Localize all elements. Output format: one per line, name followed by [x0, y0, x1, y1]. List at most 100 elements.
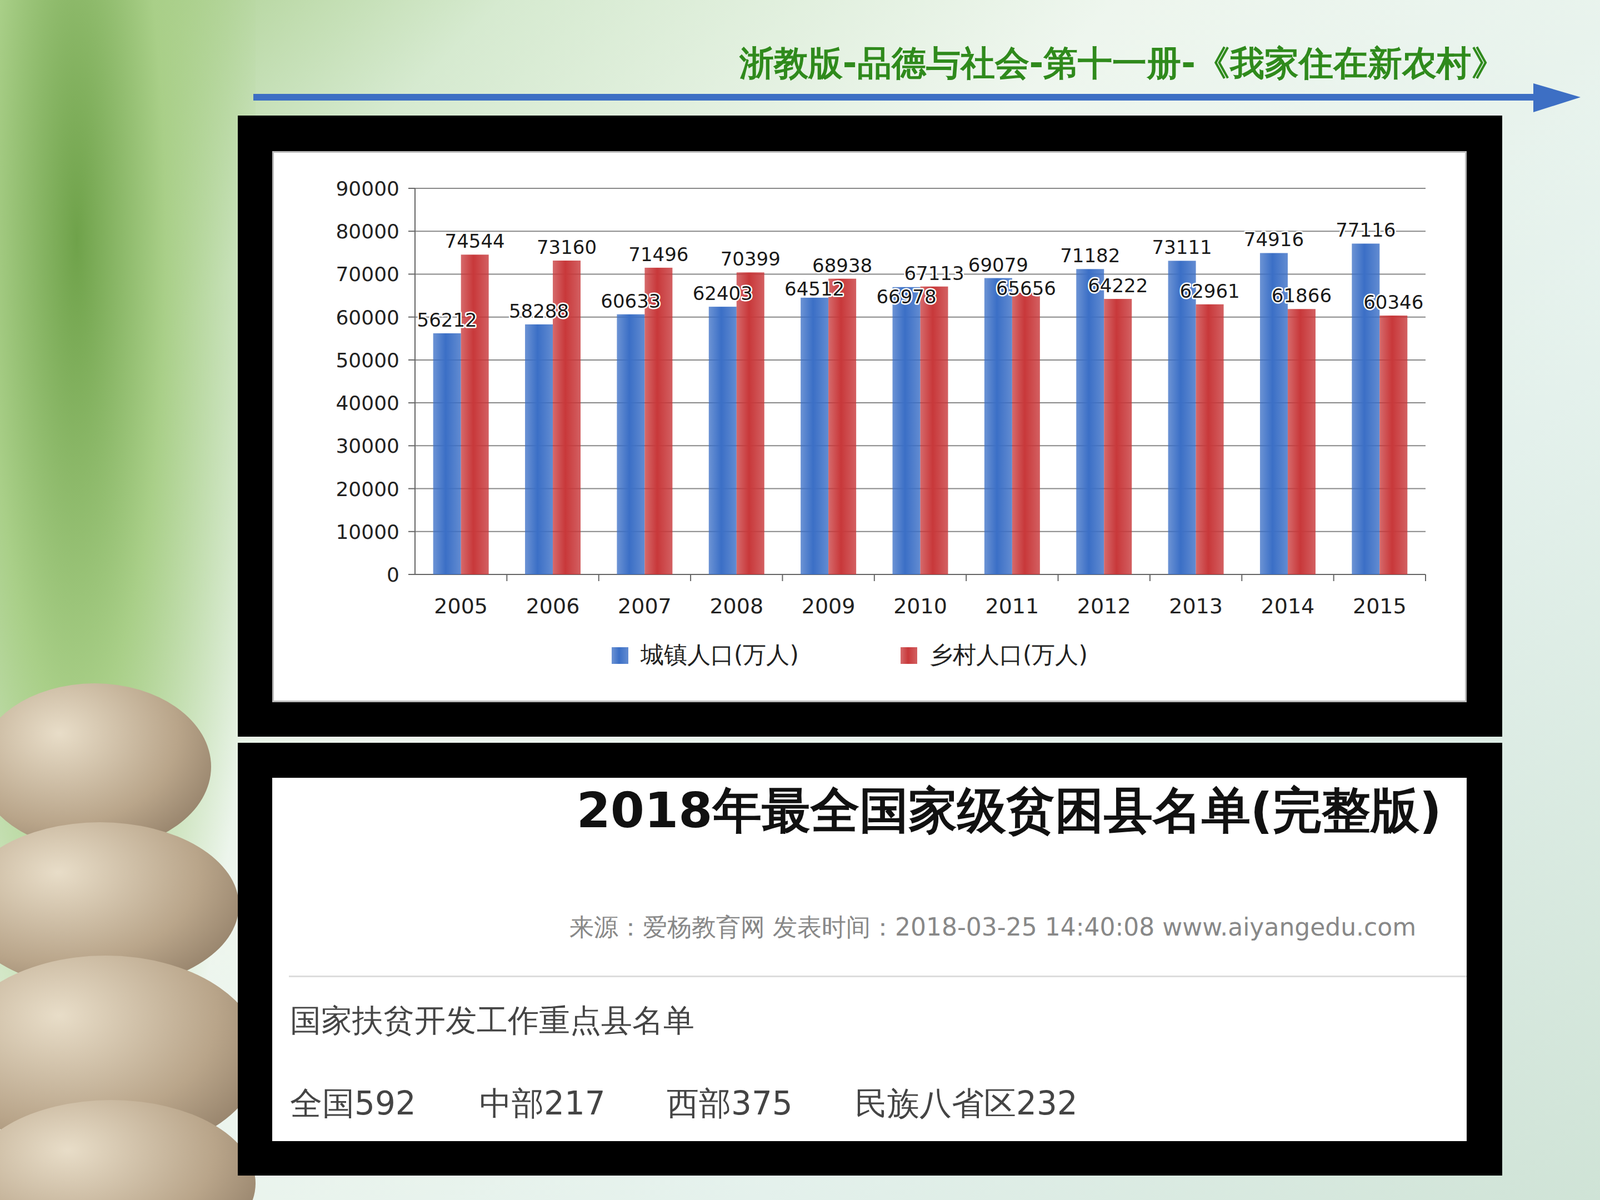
data-label: 62403 — [692, 282, 753, 305]
x-tick-label: 2015 — [1352, 593, 1407, 619]
data-label: 61866 — [1271, 284, 1332, 307]
bar — [828, 278, 857, 575]
bar — [1196, 304, 1224, 575]
data-label: 66978 — [876, 285, 937, 308]
x-tick-label: 2014 — [1261, 593, 1315, 619]
data-label: 71182 — [1060, 244, 1120, 267]
stat: 全国592 — [290, 1082, 417, 1126]
y-tick-label: 50000 — [335, 348, 400, 372]
data-label: 77116 — [1335, 218, 1396, 242]
chart-area: 0 10000 20000 30000 40000 50000 60000 70000 8000… — [272, 151, 1467, 703]
bar — [800, 297, 829, 575]
bar — [1287, 308, 1316, 575]
stat: 民族八省区232 — [855, 1082, 1078, 1126]
x-tick — [965, 574, 967, 582]
data-label: 71496 — [628, 243, 689, 266]
stat: 中部217 — [479, 1082, 606, 1126]
y-tick-label: 60000 — [335, 306, 400, 329]
tick — [408, 573, 415, 575]
x-tick-label: 2010 — [893, 593, 948, 619]
x-tick — [598, 574, 600, 582]
legend-swatch — [900, 647, 918, 664]
legend-swatch — [611, 647, 629, 664]
x-tick-label: 2013 — [1168, 593, 1223, 619]
article-source: 来源：爱杨教育网 发表时间：2018-03-25 14:40:08 www.ai… — [569, 911, 1417, 944]
legend-label: 城镇人口(万人) — [640, 641, 799, 669]
x-tick-label: 2008 — [709, 593, 764, 619]
x-tick-label: 2012 — [1077, 593, 1132, 619]
y-tick-label: 10000 — [335, 520, 400, 544]
data-label: 73111 — [1152, 236, 1213, 259]
stat: 西部375 — [666, 1082, 793, 1126]
x-tick — [506, 574, 508, 582]
tick — [408, 531, 415, 533]
data-label: 64222 — [1087, 274, 1148, 297]
tick — [408, 273, 415, 275]
bar — [433, 333, 462, 575]
data-label: 73160 — [536, 236, 597, 259]
y-tick-label: 40000 — [335, 391, 400, 415]
x-tick-label: 2011 — [985, 593, 1040, 619]
bars — [433, 243, 1408, 575]
article-title: 2018年最全国家级贫困县名单(完整版) — [576, 777, 1442, 844]
x-tick — [873, 574, 875, 582]
slide-header: 浙教版-品德与社会-第十一册-《我家住在新农村》 — [739, 40, 1506, 87]
bar — [1076, 268, 1104, 575]
data-label: 60346 — [1363, 291, 1424, 314]
bar — [1103, 298, 1132, 575]
bar — [892, 287, 921, 575]
bar — [1168, 260, 1197, 575]
header-arrow — [250, 83, 1584, 117]
data-label: 70399 — [720, 247, 781, 270]
data-label: 58288 — [508, 300, 569, 323]
y-tick-label: 0 — [386, 563, 400, 587]
x-tick — [1425, 574, 1427, 582]
y-tick-label: 30000 — [335, 434, 400, 458]
x-tick — [690, 574, 692, 582]
data-label: 69079 — [968, 253, 1029, 277]
bar — [525, 324, 553, 575]
bar — [920, 286, 949, 575]
y-tick-label: 20000 — [335, 477, 400, 501]
data-label: 56212 — [417, 308, 478, 332]
x-tick — [1333, 574, 1335, 582]
grid-line — [415, 187, 1426, 189]
x-tick — [1057, 574, 1059, 582]
x-tick — [781, 574, 783, 582]
bar — [736, 272, 765, 575]
divider — [288, 975, 1467, 978]
bar — [616, 314, 645, 575]
tick — [408, 187, 415, 189]
data-label: 67113 — [903, 262, 964, 285]
bar — [461, 254, 489, 575]
legend-label: 乡村人口(万人) — [929, 641, 1088, 669]
bar — [644, 267, 673, 575]
tick — [408, 316, 415, 318]
bar — [1379, 315, 1408, 575]
x-tick-label: 2006 — [526, 593, 580, 619]
tick — [408, 445, 415, 447]
y-tick-label: 70000 — [335, 262, 400, 286]
x-tick-label: 2009 — [801, 593, 856, 619]
data-label: 65656 — [996, 277, 1057, 300]
y-tick-label: 90000 — [335, 177, 400, 200]
x-tick — [1149, 574, 1151, 582]
tick — [408, 230, 415, 232]
bar — [708, 306, 737, 575]
y-axis — [414, 188, 416, 575]
data-label: 74544 — [445, 230, 505, 253]
tick — [408, 488, 415, 490]
bar — [1012, 292, 1040, 575]
article: 2018年最全国家级贫困县名单(完整版) 来源：爱杨教育网 发表时间：2018-… — [272, 777, 1467, 1142]
tick — [408, 359, 415, 361]
x-tick-label: 2007 — [617, 593, 672, 619]
y-tick-label: 80000 — [335, 220, 400, 243]
data-label: 62961 — [1180, 280, 1240, 303]
data-label: 64512 — [784, 277, 845, 300]
x-tick — [1241, 574, 1243, 582]
article-heading: 国家扶贫开发工作重点县名单 — [290, 1000, 695, 1043]
x-tick-label: 2005 — [433, 593, 488, 619]
tick — [408, 402, 415, 404]
bar — [984, 278, 1013, 575]
data-labels: 7454456212731605828871496606337039962403… — [417, 218, 1424, 331]
